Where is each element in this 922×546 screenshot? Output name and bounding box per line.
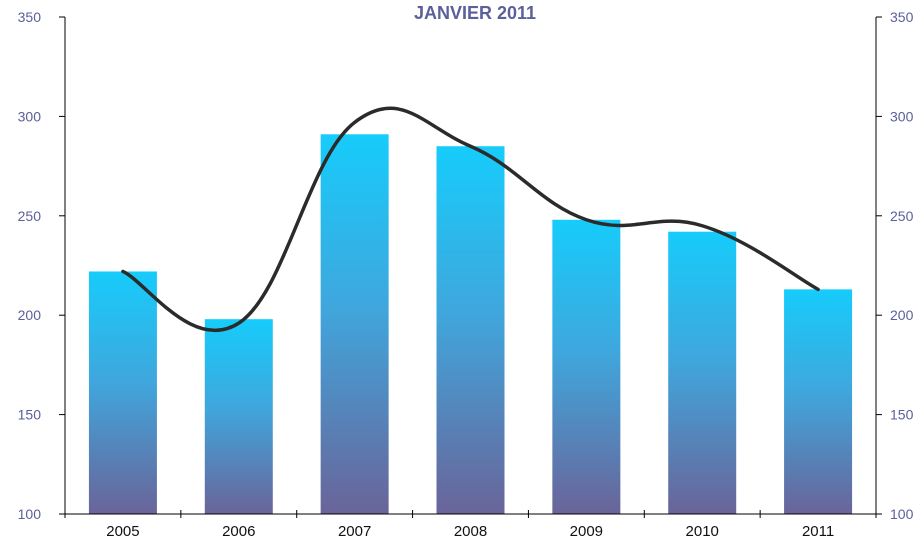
y-tick-label-right-150: 150 [890,407,914,423]
y-tick-label-right-300: 300 [890,108,914,124]
bars-layer [88,134,853,515]
y-tick-label-left-300: 300 [18,108,42,124]
axes-layer: 100 150 200 250 300 350 100 150 200 250 300 350 2005… [18,9,914,540]
line-layer [121,106,820,333]
x-tick-label-2009: 2009 [570,523,603,540]
y-tick-label-right-200: 200 [890,307,914,323]
y-tick-label-left-250: 250 [18,208,42,224]
x-tick-label-2007: 2007 [338,523,371,540]
bar-2009 [552,219,621,514]
y-tick-label-left-100: 100 [18,506,42,522]
y-tick-label-left-150: 150 [18,407,42,423]
chart-title: JANVIER 2011 [414,3,536,23]
x-tick-label-2005: 2005 [106,523,139,540]
x-tick-label-2011: 2011 [802,523,834,540]
bar-2006 [204,319,273,514]
y-tick-label-right-350: 350 [890,9,914,25]
y-tick-label-right-250: 250 [890,208,914,224]
bar-2010 [668,231,737,515]
bar-2011 [784,289,853,514]
x-tick-label-2010: 2010 [686,523,719,540]
x-tick-label-2006: 2006 [222,523,255,540]
bar-2008 [436,146,505,514]
bar-2005 [88,271,157,514]
y-tick-label-left-350: 350 [18,9,42,25]
bar-2007 [320,134,389,515]
x-tick-label-2008: 2008 [454,523,487,540]
y-tick-label-left-200: 200 [18,307,42,323]
y-tick-label-right-100: 100 [890,506,914,522]
